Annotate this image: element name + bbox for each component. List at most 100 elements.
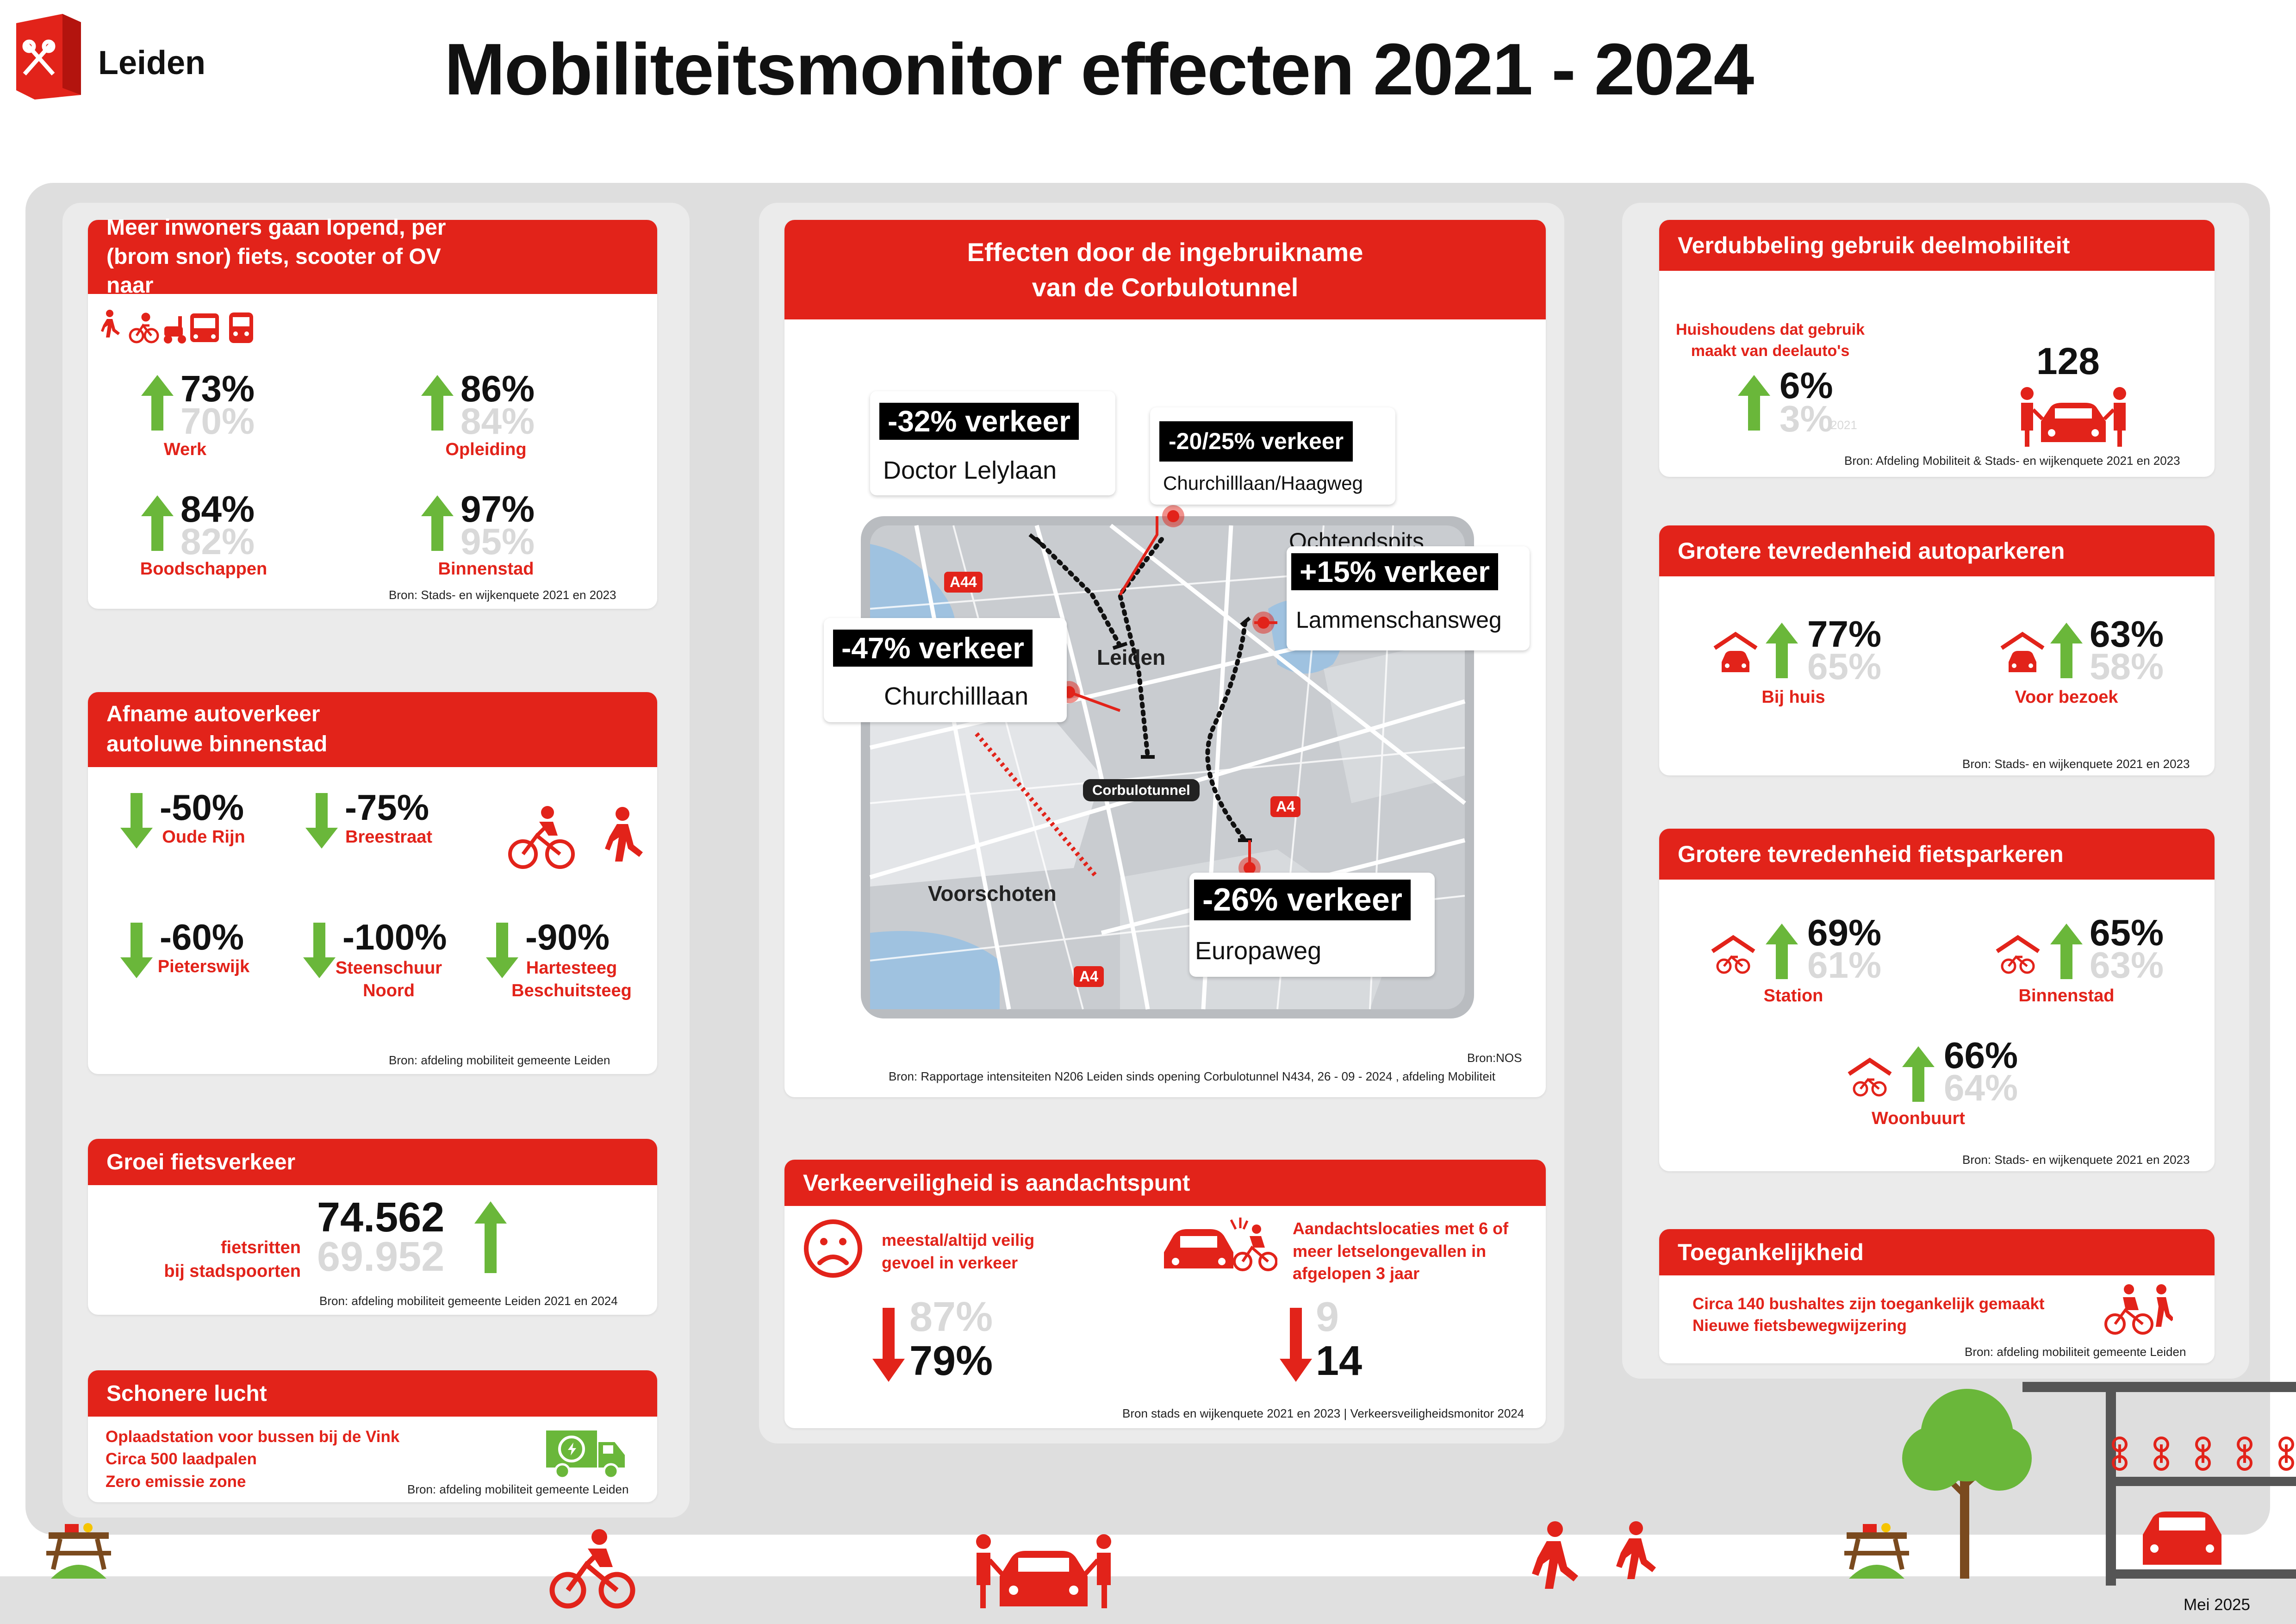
pieterswijk-label: Pieterswijk <box>157 957 250 976</box>
callout-lammenschansweg: +15% verkeer Lammenschansweg <box>1287 546 1530 650</box>
callout-lammenschansweg-value: +15% verkeer <box>1291 553 1499 590</box>
access-title: Toegankelijkheid <box>1678 1239 1864 1265</box>
bike-parking-neighbourhood-old: 64% <box>1944 1067 2018 1108</box>
access-lines: Circa 140 bushaltes zijn toegankelijk ge… <box>1692 1293 2045 1337</box>
increase-arrow-icon <box>1766 924 1798 979</box>
hartesteeg-label: Hartesteeg Beschuitsteeg <box>504 957 639 1003</box>
walking-center-new: 97% <box>460 488 535 530</box>
increase-arrow-icon <box>421 375 454 431</box>
walking-education-old: 84% <box>460 400 535 442</box>
steenschuur-label-2: Noord <box>363 981 415 1001</box>
cyclist-icon <box>549 1529 635 1609</box>
location-marker-icon <box>1162 505 1184 527</box>
increase-arrow-icon <box>1280 1308 1312 1382</box>
increase-arrow-icon <box>2050 924 2083 979</box>
picnic-table-icon <box>46 1523 111 1579</box>
callout-churchilllaan: -47% verkeer Churchilllaan <box>824 618 1067 722</box>
car-traffic-title-1: Afname autoverkeer <box>106 702 320 727</box>
increase-arrow-icon <box>421 495 454 551</box>
callout-europaweg-place: Europaweg <box>1195 937 1322 965</box>
shared-label: Huishoudens dat gebruik maakt van deelau… <box>1673 319 1867 362</box>
callout-churchilllaan-haagweg: -20/25% verkeer Churchilllaan/Haagweg <box>1150 407 1395 505</box>
walking-shopping-label: Boodschappen <box>140 559 268 579</box>
walking-shopping-new: 84% <box>180 488 255 530</box>
walking-shopping-old: 82% <box>180 521 255 562</box>
callout-doctor-lelylaan: -32% verkeer Doctor Lelylaan <box>870 391 1115 495</box>
walking-center-old: 95% <box>460 521 535 562</box>
safety-left-label-1: meestal/altijd veilig <box>882 1230 1035 1249</box>
bike-parking-title: Grotere tevredenheid fietsparkeren <box>1678 841 2064 867</box>
cyclist-pedestrian-icon <box>2104 1284 2173 1335</box>
air-source: Bron: afdeling mobiliteit gemeente Leide… <box>407 1482 629 1496</box>
decrease-arrow-icon <box>120 923 153 978</box>
callout-doctor-lelylaan-place: Doctor Lelylaan <box>883 456 1057 484</box>
decrease-arrow-icon <box>303 923 336 978</box>
tunnel-source-1: Bron:NOS <box>1467 1051 1522 1065</box>
shared-old-year: 2021 <box>1830 418 1857 432</box>
walking-source: Bron: Stads- en wijkenquete 2021 en 2023 <box>389 588 616 602</box>
car-parking-home-new: 77% <box>1807 613 1882 655</box>
safety-title: Verkeerveiligheid is aandachtspunt <box>803 1170 1190 1196</box>
breestraat-label: Breestraat <box>345 827 432 847</box>
steenschuur-value: -100% <box>342 917 447 957</box>
oude-rijn-label: Oude Rijn <box>162 827 245 847</box>
car-parking-home-label: Bij huis <box>1761 687 1825 707</box>
breestraat-value: -75% <box>345 787 429 828</box>
brand-name: Leiden <box>98 44 206 81</box>
car-parking-visit-label: Voor bezoek <box>2015 687 2118 707</box>
bike-parking-card: Grotere tevredenheid fietsparkeren 69% 6… <box>1659 829 2215 1171</box>
car-parking-source: Bron: Stads- en wijkenquete 2021 en 2023 <box>1962 757 2190 771</box>
cycling-source: Bron: afdeling mobiliteit gemeente Leide… <box>319 1294 618 1308</box>
cycling-old: 69.952 <box>317 1234 445 1280</box>
pedestrian-icon <box>1616 1521 1656 1579</box>
walking-work-new: 73% <box>180 368 255 409</box>
shared-label-2: maakt van deelauto's <box>1691 342 1850 360</box>
leiden-logo[interactable] <box>16 14 86 100</box>
bike-parking-center-new: 65% <box>2090 912 2164 953</box>
access-source: Bron: afdeling mobiliteit gemeente Leide… <box>1965 1345 2186 1359</box>
increase-arrow-icon <box>2050 623 2083 678</box>
cyclist-icon <box>508 806 575 869</box>
walking-education-new: 86% <box>460 368 535 409</box>
sad-face-icon <box>804 1219 862 1278</box>
steenschuur-label-1: Steenschuur <box>335 958 442 978</box>
decrease-arrow-icon <box>486 923 518 978</box>
increase-arrow-icon <box>1902 1046 1935 1102</box>
bike-shelter-icon <box>1711 935 1755 974</box>
bike-parking-neighbourhood-label: Woonbuurt <box>1872 1109 1965 1128</box>
a44-road-tag: A44 <box>944 572 983 593</box>
walking-title: Meer inwoners gaan lopend, per (brom sno… <box>106 215 446 298</box>
car-parking-card: Grotere tevredenheid autoparkeren 77% 65… <box>1659 525 2215 775</box>
callout-churchilllaan-value: -47% verkeer <box>833 630 1033 667</box>
transport-icons <box>101 310 253 344</box>
train-icon <box>229 312 253 343</box>
map-label-leiden: Leiden <box>1097 645 1166 669</box>
pedestrian-icon <box>605 807 643 862</box>
bike-shelter-icon <box>1848 1057 1892 1097</box>
increase-arrow-icon <box>474 1201 507 1273</box>
pedestrian-icon <box>1532 1521 1578 1589</box>
tunnel-title-1: Effecten door de ingebruikname <box>967 237 1363 267</box>
air-title: Schonere lucht <box>106 1381 267 1406</box>
bike-parking-neighbourhood-new: 66% <box>1944 1035 2018 1076</box>
garage-car-icon <box>1713 631 1758 672</box>
map-label-corbulotunnel: Corbulotunnel <box>1083 779 1200 801</box>
air-lines: Oplaadstation voor bussen bij de Vink Ci… <box>106 1426 399 1493</box>
walking-center-label: Binnenstad <box>438 559 534 579</box>
safety-right-label-1: Aandachtslocaties met 6 of <box>1293 1219 1509 1238</box>
a4-road-tag-south: A4 <box>1074 966 1104 987</box>
cycling-new: 74.562 <box>317 1194 445 1241</box>
tree-icon <box>1902 1389 2032 1579</box>
walking-card: Meer inwoners gaan lopend, per (brom sno… <box>88 215 657 609</box>
car-parking-visit-new: 63% <box>2090 613 2164 655</box>
bike-parking-center-label: Binnenstad <box>2018 986 2115 1006</box>
safety-right-old: 9 <box>1316 1294 1339 1340</box>
safety-right-label-2: meer letselongevallen in <box>1293 1241 1487 1261</box>
shared-source: Bron: Afdeling Mobiliteit & Stads- en wi… <box>1844 454 2180 468</box>
map-label-voorschoten: Voorschoten <box>928 881 1057 906</box>
oude-rijn-value: -50% <box>160 787 244 828</box>
shared-label-1: Huishoudens dat gebruik <box>1675 321 1865 338</box>
decrease-arrow-icon <box>305 793 338 849</box>
hartesteeg-label-1: Hartesteeg <box>526 958 617 978</box>
shared-car-scene-icon <box>976 1534 1111 1608</box>
